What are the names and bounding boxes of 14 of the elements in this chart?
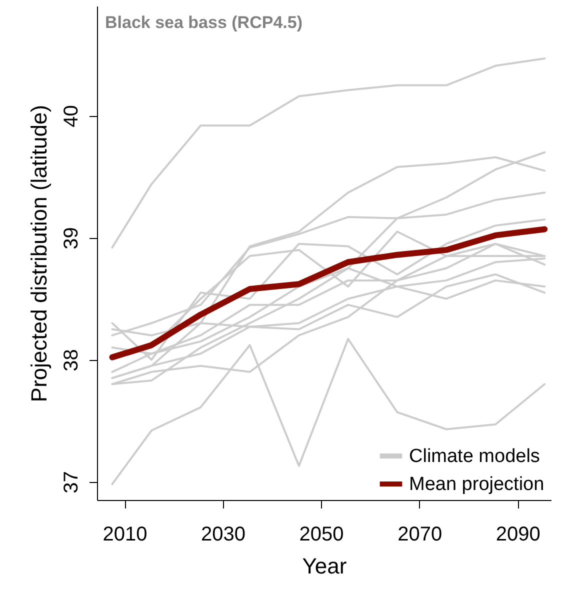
y-tick-label: 40 <box>60 105 82 128</box>
x-tick-label: 2010 <box>102 524 148 546</box>
legend-label: Mean projection <box>409 474 544 495</box>
chart-title: Black sea bass (RCP4.5) <box>105 13 302 32</box>
y-tick-label: 37 <box>60 471 82 494</box>
x-axis-title: Year <box>302 554 347 578</box>
x-tick-label: 2030 <box>201 524 246 546</box>
y-tick-label: 38 <box>60 349 82 372</box>
x-tick-label: 2070 <box>398 524 442 546</box>
x-tick-label: 2090 <box>496 524 540 546</box>
x-tick-label: 2050 <box>299 524 344 546</box>
legend-label: Climate models <box>409 446 540 467</box>
y-axis-title: Projected distribution (latitude) <box>26 104 52 402</box>
y-tick-label: 39 <box>60 227 82 250</box>
